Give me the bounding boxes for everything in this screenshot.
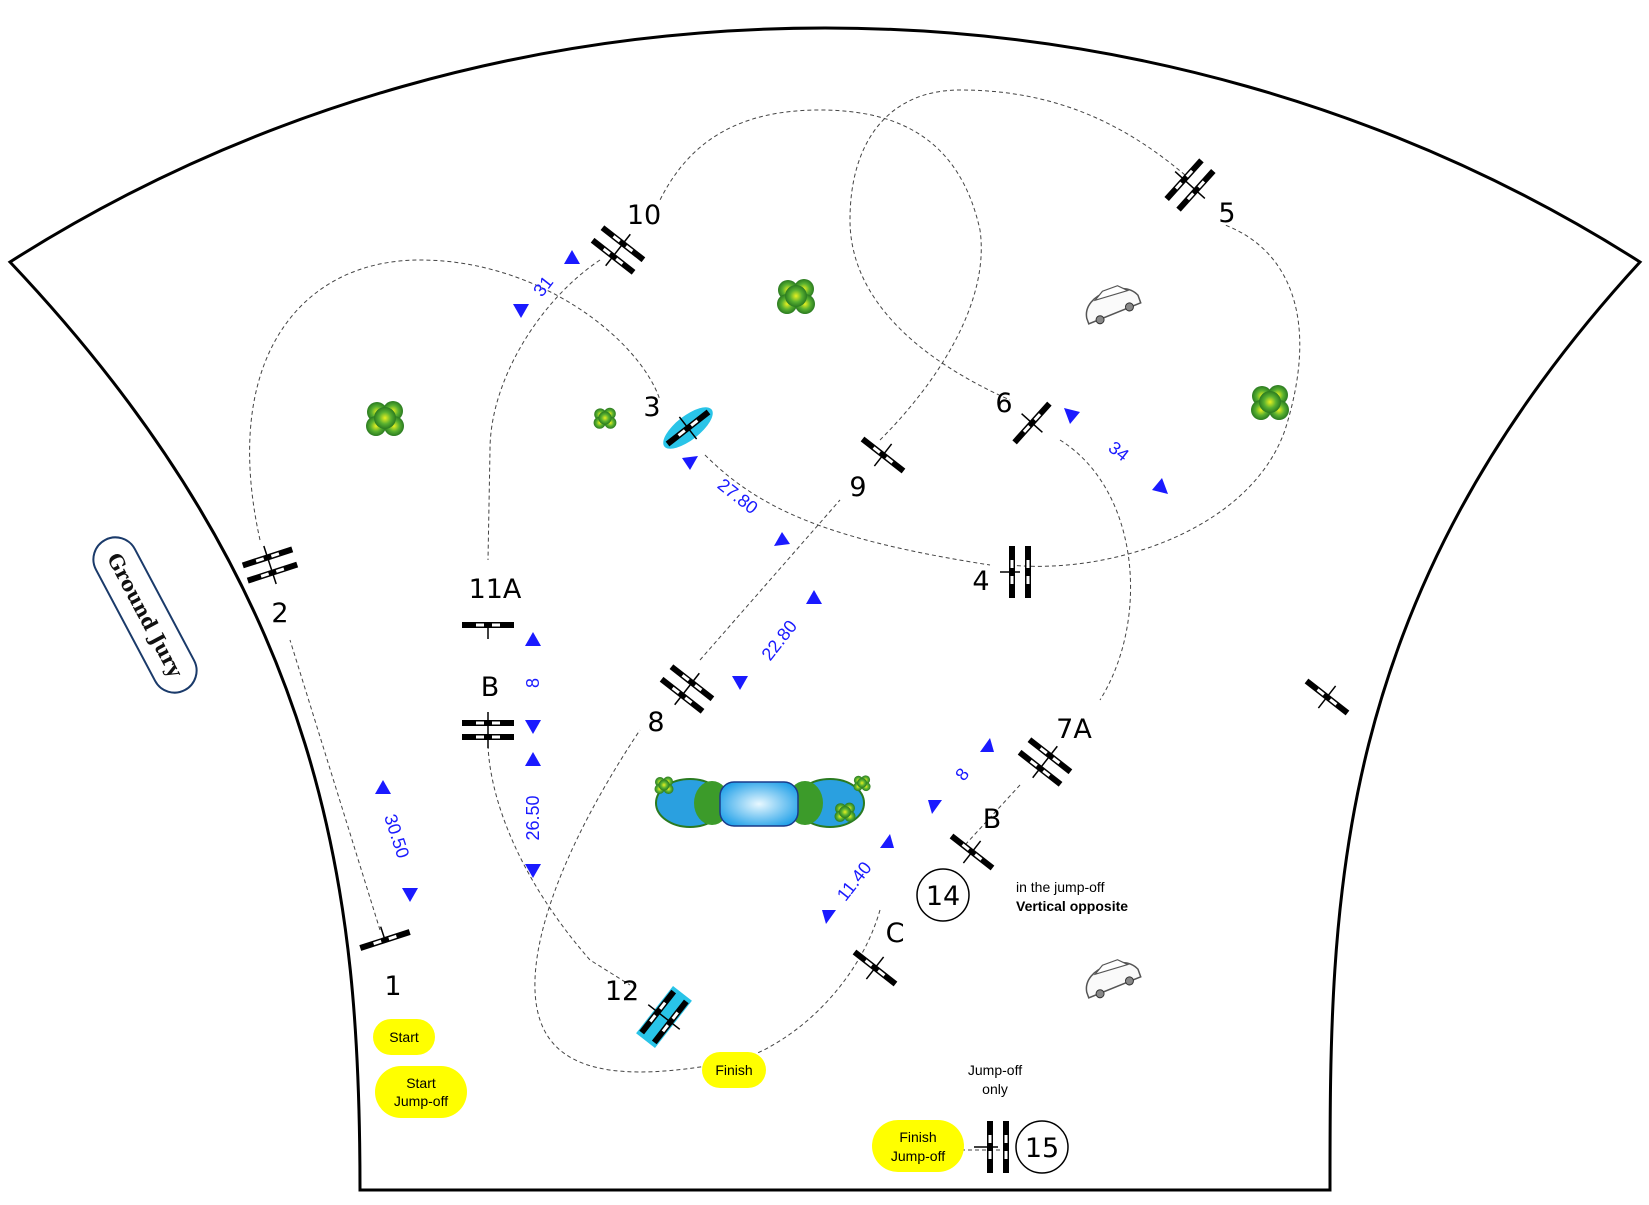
fence-number-7c: C (886, 918, 905, 949)
svg-text:Start: Start (389, 1029, 419, 1045)
jumpoff-only-note: Jump-off (968, 1062, 1022, 1078)
fence-7b-icon (949, 833, 995, 871)
fence-number-11a: 11A (469, 574, 522, 605)
fence-2-icon (241, 545, 299, 585)
fence-number-7b: B (983, 804, 1002, 835)
fence-11a-icon (462, 622, 514, 639)
fence-15-icon (974, 1121, 1009, 1173)
fence-5-icon (1164, 158, 1216, 212)
svg-text:15: 15 (1025, 1133, 1059, 1164)
svg-text:Finish: Finish (715, 1062, 752, 1078)
fence-number-2: 2 (271, 598, 288, 629)
jumpoff-only-note: only (982, 1081, 1008, 1097)
svg-text:Jump-off: Jump-off (394, 1093, 448, 1109)
fence-number-7a: 7A (1056, 714, 1092, 745)
fence-11b-icon (462, 712, 514, 748)
svg-text:Finish: Finish (899, 1129, 936, 1145)
fence-7c-icon (852, 949, 898, 987)
fence-number-3: 3 (643, 392, 660, 423)
start-marker: Start (373, 1019, 435, 1055)
distance-arrows (375, 250, 1168, 924)
fence-10-icon (590, 225, 646, 275)
fence-8-icon (659, 664, 715, 714)
water-jump-icon (654, 775, 871, 828)
arena-boundary (7, 26, 1643, 1192)
jumpoff-note: in the jump-off (1016, 879, 1105, 895)
svg-text:Start: Start (406, 1075, 436, 1091)
fence-6-icon (1012, 401, 1052, 445)
svg-text:14: 14 (926, 881, 960, 912)
fence-number-11b: B (481, 672, 500, 703)
finish-jumpoff-marker: Finish Jump-off (872, 1120, 964, 1172)
fence-number-10: 10 (627, 200, 661, 231)
fence-12-icon (636, 985, 692, 1049)
jumpoff-note-bold: Vertical opposite (1016, 898, 1128, 914)
fence-number-8: 8 (647, 707, 664, 738)
fence-number-1: 1 (384, 971, 401, 1002)
distance-label: 26.50 (523, 795, 543, 840)
svg-text:Jump-off: Jump-off (891, 1148, 945, 1164)
fence-7a-icon (1017, 737, 1073, 787)
jumpoff-fence-14-badge: 14 (916, 868, 970, 922)
fence-9-icon (860, 436, 906, 474)
fence-number-5: 5 (1218, 198, 1235, 229)
jumpoff-fence-15-badge: 15 (1015, 1120, 1069, 1174)
fence-jumpoff-extra-icon (1304, 678, 1350, 716)
fence-4-icon (1000, 546, 1031, 598)
fence-number-12: 12 (605, 976, 639, 1007)
fence-number-4: 4 (972, 566, 989, 597)
fence-number-9: 9 (849, 472, 866, 503)
start-jumpoff-marker: Start Jump-off (375, 1066, 467, 1118)
distance-label: 8 (523, 678, 543, 688)
finish-marker: Finish (702, 1052, 766, 1088)
fence-3-icon (663, 407, 713, 449)
fence-number-6: 6 (995, 388, 1012, 419)
fence-1-icon (359, 926, 411, 951)
ground-jury-box: Ground Jury (92, 536, 198, 694)
